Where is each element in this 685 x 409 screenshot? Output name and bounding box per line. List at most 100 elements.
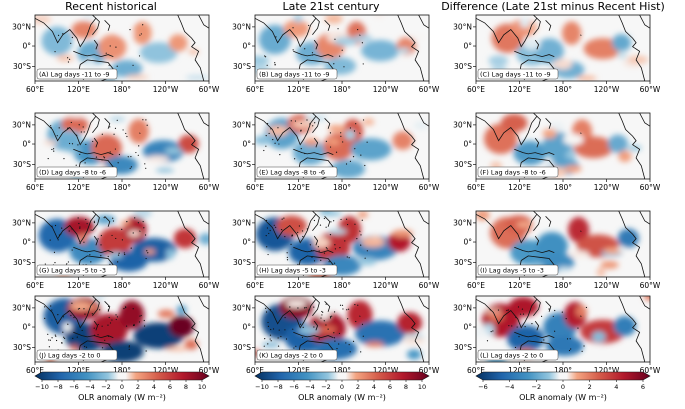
- colorbar: −10 −8 −6 −4 −2 0 2 4 6 8 10 OLR anomaly (W m⁻²): [34, 371, 210, 402]
- stipple-dot: [328, 261, 330, 263]
- coastline: [397, 211, 425, 277]
- colorbar-ramp: [475, 371, 651, 381]
- stipple-dot: [145, 350, 147, 352]
- stipple-dot: [329, 132, 332, 134]
- coastline: [580, 34, 582, 36]
- anomaly-field: [476, 211, 639, 277]
- stipple-dot: [138, 55, 141, 57]
- stipple-dot: [269, 338, 271, 340]
- stipple-dot: [329, 317, 332, 319]
- stipple-dot: [267, 253, 269, 256]
- lon-tick-label: 120°E: [287, 281, 310, 290]
- stipple-dot: [125, 325, 128, 327]
- stipple-dot: [57, 239, 59, 241]
- coastline: [312, 296, 320, 317]
- stipple-dot: [130, 247, 132, 249]
- stipple-dot: [83, 131, 85, 133]
- panel-label-box: [477, 264, 559, 276]
- lon-tick-label: 180°: [333, 85, 351, 94]
- stipple-dot: [345, 342, 347, 344]
- stipple-dot: [78, 307, 81, 310]
- stipple-dot: [51, 148, 53, 151]
- stipple-dot: [583, 345, 585, 347]
- stipple-dot: [263, 345, 265, 347]
- map-panel: 30°N 0° 30°S 60°E 120°E 180° 120°W 60°W (E) Lag …: [232, 112, 440, 192]
- stipple-dot: [272, 328, 275, 330]
- coastline: [93, 137, 99, 148]
- stipple-dot: [76, 336, 78, 338]
- coastlines: [255, 211, 429, 277]
- stipple-dot: [344, 240, 346, 242]
- stipple-dot: [108, 64, 110, 66]
- anomaly-speckle: [405, 333, 424, 339]
- stipple-dot: [492, 330, 494, 332]
- colorbar-tick-label: 10: [198, 383, 206, 391]
- anomaly-speckle: [575, 305, 588, 317]
- lat-tick-label: 0°: [463, 238, 472, 247]
- stipple-dot: [138, 145, 140, 147]
- lon-tick-label: 60°E: [467, 366, 485, 375]
- anomaly-speckle: [476, 211, 490, 221]
- anomaly-blob: [292, 140, 327, 165]
- lat-tick-label: 30°S: [233, 62, 251, 71]
- stipple-dot: [117, 162, 119, 164]
- anomaly-field: [488, 17, 649, 81]
- lon-tick-label: 60°W: [199, 85, 220, 94]
- anomaly-blob: [276, 215, 307, 236]
- anomaly-field: [43, 113, 199, 179]
- coastlines: [35, 113, 209, 179]
- stipple-dot: [281, 218, 283, 220]
- colorbar-tick-label: −8: [53, 383, 63, 391]
- stipple-dot: [109, 151, 111, 153]
- lat-tick-label: 0°: [22, 140, 31, 149]
- lon-tick-label: 120°E: [508, 183, 531, 192]
- coastline: [139, 132, 141, 134]
- lon-tick-label: 60°W: [640, 366, 661, 375]
- colorbar-tick-label: 4: [152, 383, 156, 391]
- lat-tick-label: 0°: [22, 238, 31, 247]
- stipple-dot: [297, 263, 299, 266]
- coastline: [73, 246, 114, 254]
- stipple-dot: [265, 311, 268, 313]
- coastline: [312, 113, 320, 134]
- stipple-dot: [490, 331, 492, 333]
- coastline: [324, 301, 331, 312]
- stipple-dot: [524, 325, 526, 328]
- stipple-dot: [577, 327, 579, 329]
- anomaly-speckle: [397, 47, 411, 54]
- stipple-dot: [130, 166, 133, 168]
- stipple-dot: [85, 218, 87, 221]
- coastline: [293, 50, 334, 58]
- stipple-dot: [360, 234, 362, 236]
- coastline: [35, 17, 97, 48]
- stipple-dot: [115, 318, 117, 321]
- stipple-dot: [325, 303, 327, 305]
- stipple-dot: [116, 65, 118, 67]
- stipple-dot: [297, 231, 299, 234]
- colorbar-tick-label: −6: [289, 383, 299, 391]
- coastline: [104, 216, 111, 227]
- colorbar-tick-label: −6: [69, 383, 79, 391]
- stipple-dot: [275, 226, 277, 228]
- map-panel: 30°N 0° 30°S 60°E 120°E 180° 120°W 60°W (A) Lag …: [12, 14, 220, 94]
- stipple-dot: [361, 42, 363, 44]
- stipple-dot: [264, 55, 266, 57]
- stipple-dot: [134, 217, 136, 219]
- stipple-dot: [361, 323, 364, 326]
- stipple-dot: [333, 311, 336, 313]
- stipple-dot: [360, 244, 362, 246]
- lat-tick-label: 30°S: [454, 258, 472, 267]
- coastline: [198, 113, 209, 127]
- anomaly-speckle: [413, 121, 429, 130]
- stipple-dot: [330, 221, 332, 223]
- anomaly-speckle: [362, 118, 375, 126]
- stipple-dot: [325, 324, 327, 326]
- stipple-dot: [129, 29, 131, 31]
- lat-tick-label: 30°S: [233, 343, 251, 352]
- coastline: [639, 113, 650, 127]
- colorbar-tick-label: −10: [35, 383, 49, 391]
- lon-tick-label: 60°E: [26, 85, 44, 94]
- stipple-dot: [67, 61, 70, 63]
- lon-tick-label: 60°E: [246, 366, 264, 375]
- significance-stippling: [47, 119, 148, 169]
